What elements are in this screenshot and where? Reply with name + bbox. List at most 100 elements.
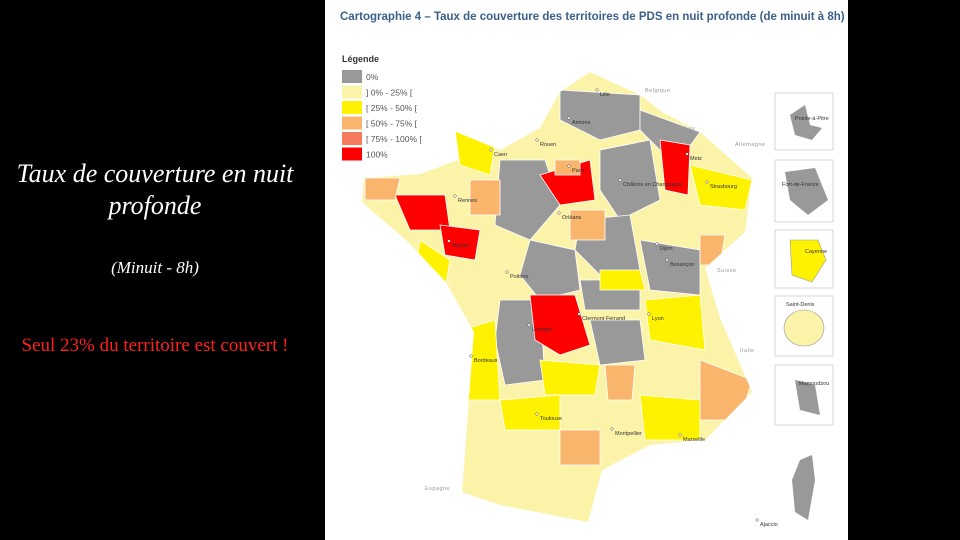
- country-label: Suisse: [717, 268, 737, 274]
- region: [659, 139, 691, 196]
- city-label: Metz: [690, 156, 702, 162]
- region: [364, 177, 401, 201]
- region: [589, 319, 646, 366]
- city-dot: [595, 88, 599, 92]
- country-label: Lux: [685, 126, 695, 132]
- legend-swatch: [342, 132, 362, 145]
- city-label: Rouen: [540, 142, 556, 148]
- city-label: Lyon: [652, 316, 664, 322]
- subheading: (Minuit - 8h): [111, 258, 199, 277]
- city-dot: [535, 138, 539, 142]
- labels: Lille Amiens Rouen Caen Paris Metz Châlons en …: [425, 88, 829, 528]
- region: [559, 429, 601, 466]
- legend: 0% ] 0% - 25% [ [ 25% - 50% [ [ 50% - 75% […: [342, 70, 422, 161]
- overseas: [795, 380, 820, 415]
- legend-swatch: [342, 147, 362, 161]
- legend-label: [ 75% - 100% [: [366, 134, 422, 144]
- city-label: Poitiers: [510, 274, 529, 280]
- city-label: Caen: [494, 152, 507, 158]
- city-dot: [447, 239, 451, 243]
- city-label: Clermont Ferrand: [582, 316, 625, 322]
- city-dot: [610, 427, 614, 431]
- legend-label: ] 0% - 25% [: [366, 88, 413, 98]
- region: [539, 359, 601, 396]
- city-label: Ajaccio: [760, 522, 778, 528]
- overseas-label: Saint-Denis: [786, 302, 815, 308]
- legend-swatch: [342, 85, 362, 99]
- city-dot: [535, 412, 539, 416]
- city-dot: [557, 211, 561, 215]
- city-dot: [618, 178, 622, 182]
- highlight: Seul 23% du territoire est couvert !: [21, 335, 289, 356]
- city-label: Dijon: [660, 246, 673, 252]
- region: [529, 294, 591, 356]
- region: [604, 364, 636, 401]
- region: [689, 164, 752, 211]
- city-dot: [453, 194, 457, 198]
- city-dot: [755, 518, 759, 522]
- city-label: Montpellier: [615, 431, 642, 437]
- city-label: Lille: [600, 92, 610, 98]
- legend-title: Légende: [342, 54, 379, 64]
- country-label: Belgique: [645, 88, 670, 94]
- overseas-label: Cayenne: [805, 249, 827, 255]
- city-label: Châlons en Champagne: [623, 182, 682, 188]
- city-label: Nantes: [452, 243, 470, 249]
- city-label: Amiens: [572, 120, 591, 126]
- city-dot: [567, 116, 571, 120]
- country-label: Italie: [740, 348, 755, 354]
- country-label: Allemagne: [735, 142, 766, 148]
- city-dot: [505, 270, 509, 274]
- city-dot: [665, 258, 669, 262]
- legend-label: 0%: [366, 72, 379, 82]
- city-label: Bordeaux: [474, 358, 498, 364]
- overseas-label: Mamoudzou: [799, 381, 829, 387]
- overseas: [789, 239, 827, 283]
- city-label: Marseille: [683, 437, 705, 443]
- region: [599, 269, 646, 291]
- legend-label: [ 25% - 50% [: [366, 103, 418, 113]
- city-dot: [647, 312, 651, 316]
- city-dot: [655, 242, 659, 246]
- city-label: Limoges: [532, 327, 553, 333]
- region: [554, 159, 581, 176]
- city-dot: [527, 323, 531, 327]
- region: [469, 179, 501, 216]
- region: [569, 209, 606, 241]
- region: [499, 394, 561, 431]
- city-dot: [577, 312, 581, 316]
- city-dot: [469, 354, 473, 358]
- city-label: Besançon: [670, 262, 694, 268]
- country-label: Espagne: [425, 486, 450, 492]
- overseas-label: Pointe-à-Pitre: [795, 116, 829, 122]
- heading: Taux de couverture en nuit profonde: [16, 159, 294, 220]
- city-label: Orléans: [562, 215, 582, 221]
- city-label: Paris: [572, 168, 585, 174]
- city-dot: [567, 164, 571, 168]
- city-label: Strasbourg: [710, 184, 737, 190]
- map-title: Cartographie 4 – Taux de couverture des …: [340, 11, 848, 23]
- city-label: Toulouse: [540, 416, 562, 422]
- corsica: [792, 455, 815, 520]
- map-panel: Cartographie 4 – Taux de couverture des …: [325, 0, 848, 540]
- legend-label: [ 50% - 75% [: [366, 119, 418, 129]
- city-dot: [685, 152, 689, 156]
- city-label: Rennes: [458, 198, 477, 204]
- region: [599, 139, 661, 221]
- region: [439, 224, 481, 261]
- overseas: [783, 309, 825, 347]
- region: [639, 394, 701, 441]
- legend-swatch: [342, 101, 362, 114]
- legend-swatch: [342, 116, 362, 130]
- legend-swatch: [342, 70, 362, 83]
- overseas: [790, 105, 822, 140]
- region: [644, 294, 706, 351]
- overseas-label: Fort-de-France: [782, 182, 819, 188]
- legend-label: 100%: [366, 150, 388, 160]
- region: [559, 89, 641, 141]
- city-dot: [489, 148, 493, 152]
- city-dot: [678, 433, 682, 437]
- city-dot: [705, 180, 709, 184]
- overseas: [785, 168, 828, 215]
